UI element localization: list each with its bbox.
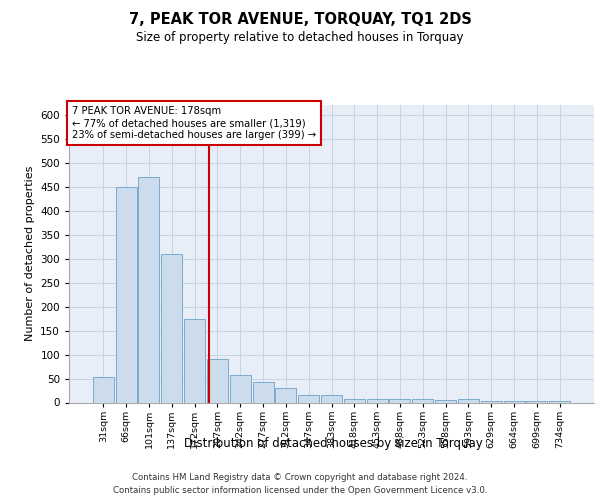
Text: Size of property relative to detached houses in Torquay: Size of property relative to detached ho… — [136, 32, 464, 44]
Bar — [207, 360, 228, 403]
Bar — [344, 398, 365, 402]
Text: 7 PEAK TOR AVENUE: 178sqm
← 77% of detached houses are smaller (1,319)
23% of se: 7 PEAK TOR AVENUE: 178sqm ← 77% of detac… — [71, 106, 316, 140]
Bar — [184, 318, 205, 402]
Bar — [230, 374, 251, 402]
Bar — [275, 388, 296, 402]
Y-axis label: Number of detached properties: Number of detached properties — [25, 166, 35, 342]
Bar — [139, 177, 160, 402]
Bar — [481, 401, 502, 402]
Bar — [389, 398, 410, 402]
Text: Contains public sector information licensed under the Open Government Licence v3: Contains public sector information licen… — [113, 486, 487, 495]
Bar — [526, 401, 547, 402]
Bar — [503, 401, 524, 402]
Bar — [321, 396, 342, 402]
Text: Contains HM Land Registry data © Crown copyright and database right 2024.: Contains HM Land Registry data © Crown c… — [132, 472, 468, 482]
Bar — [549, 400, 570, 402]
Bar — [412, 398, 433, 402]
Bar — [458, 398, 479, 402]
Bar — [298, 396, 319, 402]
Bar — [93, 377, 114, 402]
Text: 7, PEAK TOR AVENUE, TORQUAY, TQ1 2DS: 7, PEAK TOR AVENUE, TORQUAY, TQ1 2DS — [128, 12, 472, 28]
Bar — [161, 254, 182, 402]
Bar — [435, 400, 456, 402]
Bar — [253, 382, 274, 402]
Bar — [367, 398, 388, 402]
Text: Distribution of detached houses by size in Torquay: Distribution of detached houses by size … — [184, 438, 482, 450]
Bar — [116, 186, 137, 402]
